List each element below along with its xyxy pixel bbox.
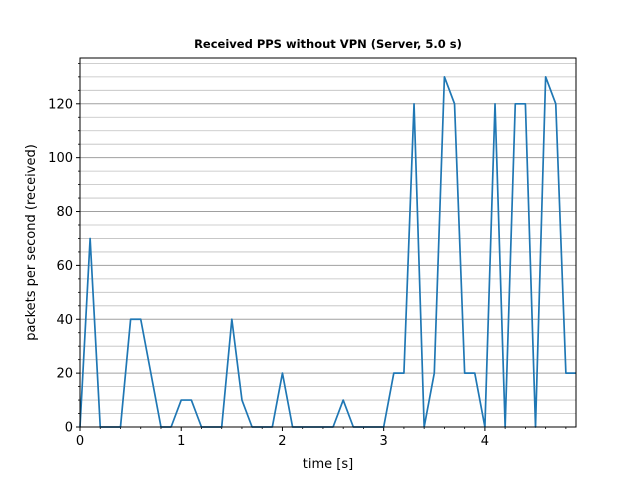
axis-ticks — [76, 62, 567, 431]
tick-labels: 0 20 40 60 80 100 120 0 1 2 3 4 — [48, 97, 489, 449]
x-tick-label: 4 — [481, 434, 489, 449]
chart-title: Received PPS without VPN (Server, 5.0 s) — [194, 37, 462, 51]
y-axis-label: packets per second (received) — [24, 144, 39, 341]
y-tick-label: 120 — [48, 97, 73, 112]
grid-lines — [80, 62, 576, 428]
y-tick-label: 60 — [56, 259, 73, 274]
y-tick-label: 80 — [56, 205, 73, 220]
y-tick-label: 0 — [65, 421, 73, 436]
y-tick-label: 40 — [56, 313, 73, 328]
y-tick-label: 20 — [56, 367, 73, 382]
x-tick-label: 2 — [278, 434, 286, 449]
x-tick-label: 3 — [380, 434, 388, 449]
x-axis-label: time [s] — [303, 457, 353, 472]
y-tick-label: 100 — [48, 151, 73, 166]
x-tick-label: 1 — [177, 434, 185, 449]
plot-frame — [79, 57, 577, 428]
x-tick-label: 0 — [76, 434, 84, 449]
